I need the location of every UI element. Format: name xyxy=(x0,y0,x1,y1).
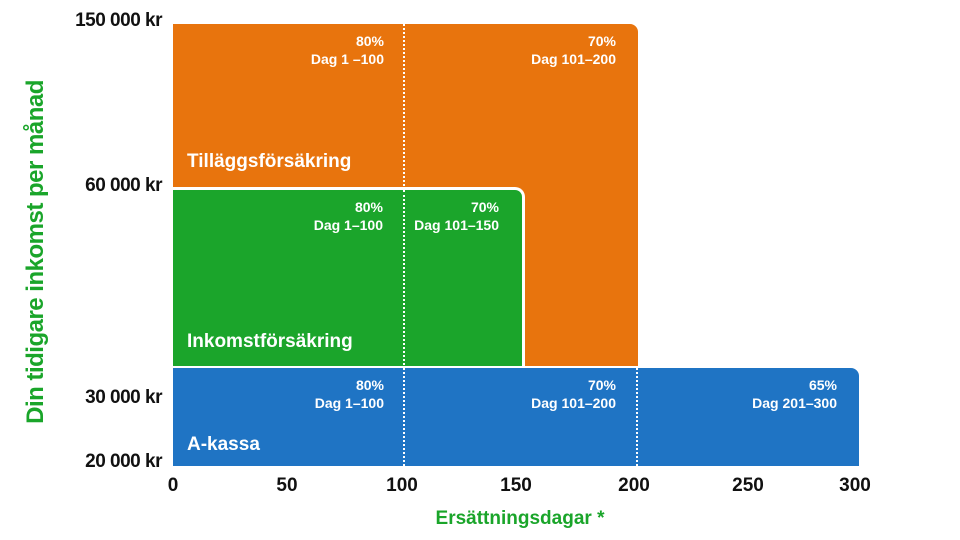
segment-rate: 70% xyxy=(587,33,616,49)
bar-a-kassa: 80% Dag 1–100 70% Dag 101–200 65% Dag 20… xyxy=(173,368,859,466)
segment-label: 80% Dag 1–100 xyxy=(314,198,383,234)
segment-days: Dag 101–200 xyxy=(531,51,616,67)
segment-days: Dag 201–300 xyxy=(752,395,837,411)
segment-days: Dag 1–100 xyxy=(313,217,383,233)
segment-days: Dag 1 –100 xyxy=(310,51,384,67)
x-tick-0: 0 xyxy=(167,475,179,496)
x-tick-300: 300 xyxy=(839,475,871,496)
segment-label: 70% Dag 101–200 xyxy=(531,32,616,68)
segment-days: Dag 1–100 xyxy=(314,395,384,411)
x-tick-150: 150 xyxy=(500,475,532,496)
series-name: Tilläggsförsäkring xyxy=(187,151,352,172)
divider-day-100 xyxy=(403,368,405,466)
segment-label: 65% Dag 201–300 xyxy=(752,376,837,412)
segment-rate: 80% xyxy=(355,33,384,49)
y-tick-30000: 30 000 kr xyxy=(85,387,162,408)
x-tick-200: 200 xyxy=(618,475,650,496)
x-tick-50: 50 xyxy=(276,475,298,496)
segment-days: Dag 101–150 xyxy=(414,217,499,233)
segment-label: 70% Dag 101–200 xyxy=(531,376,616,412)
segment-rate: 80% xyxy=(354,199,383,215)
divider-day-100 xyxy=(403,190,405,369)
series-name: Inkomstförsäkring xyxy=(187,331,353,352)
y-tick-150000: 150 000 kr xyxy=(75,10,162,31)
segment-days: Dag 101–200 xyxy=(531,395,616,411)
x-axis-title: Ersättningsdagar * xyxy=(435,508,605,529)
segment-rate: 80% xyxy=(355,377,384,393)
segment-label: 80% Dag 1 –100 xyxy=(311,32,384,68)
divider-day-200 xyxy=(636,368,638,466)
y-tick-20000: 20 000 kr xyxy=(85,451,162,472)
segment-label: 80% Dag 1–100 xyxy=(315,376,384,412)
y-tick-60000: 60 000 kr xyxy=(85,175,162,196)
x-tick-250: 250 xyxy=(732,475,764,496)
y-axis-title: Din tidigare inkomst per månad xyxy=(22,80,49,424)
segment-rate: 70% xyxy=(587,377,616,393)
segment-rate: 70% xyxy=(470,199,499,215)
segment-rate: 65% xyxy=(808,377,837,393)
series-name: A-kassa xyxy=(187,434,260,455)
segment-label: 70% Dag 101–150 xyxy=(414,198,499,234)
x-tick-100: 100 xyxy=(386,475,418,496)
bar-inkomstforsakring: 80% Dag 1–100 70% Dag 101–150 Inkomstför… xyxy=(173,187,525,369)
